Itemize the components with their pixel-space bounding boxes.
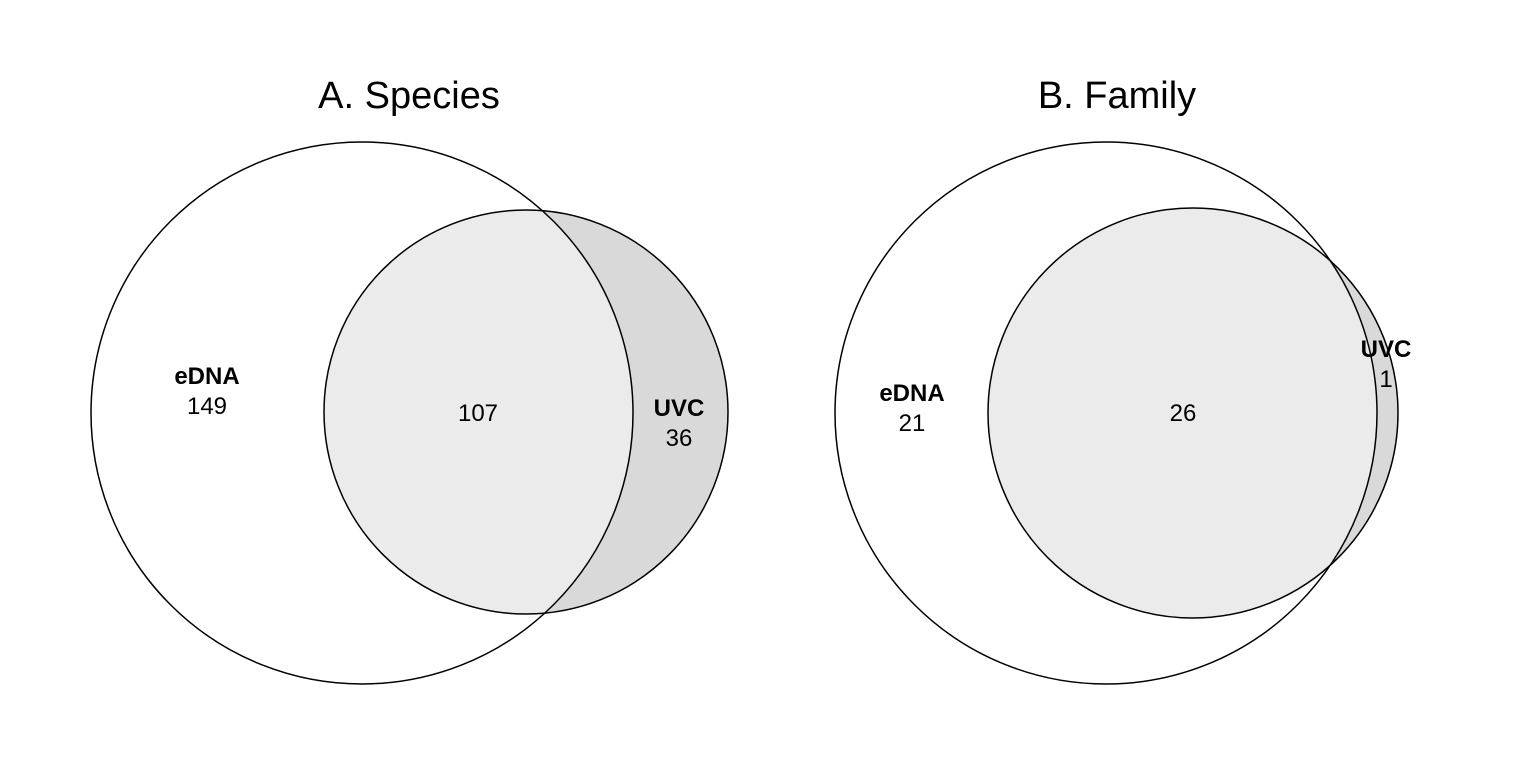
uvc-circle-outline — [987, 207, 1399, 619]
edna-circle-outline — [834, 141, 1378, 685]
edna-only-count: 21 — [899, 410, 926, 437]
edna-label: eDNA — [879, 380, 944, 407]
overlap-count: 26 — [1170, 400, 1197, 427]
uvc-label: UVC — [654, 395, 705, 422]
panel-title-family: B. Family — [1038, 75, 1196, 117]
edna-label: eDNA — [174, 363, 239, 390]
uvc-only-count: 36 — [666, 425, 693, 452]
overlap-count: 107 — [458, 400, 498, 427]
edna-circle-outline — [90, 141, 634, 685]
uvc-label: UVC — [1361, 336, 1412, 363]
uvc-circle-outline — [323, 209, 729, 615]
panel-species: A. Species eDNA 149 107 UVC 36 — [90, 75, 729, 685]
panel-family: B. Family eDNA 21 26 UVC 1 — [834, 75, 1412, 685]
uvc-only-count: 1 — [1379, 366, 1392, 393]
edna-only-count: 149 — [187, 393, 227, 420]
overlap-region — [988, 208, 1377, 618]
panel-title-species: A. Species — [318, 75, 500, 117]
